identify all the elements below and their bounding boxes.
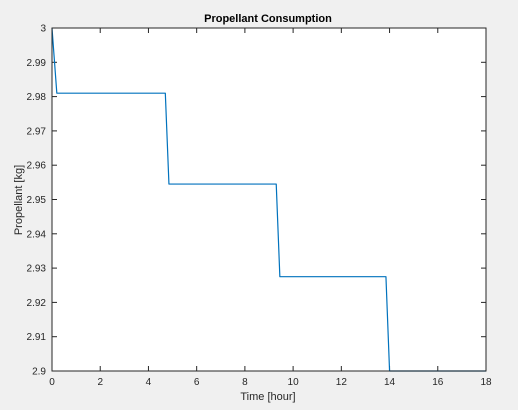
x-tick-label: 4: [146, 377, 152, 388]
x-axis-label: Time [hour]: [240, 391, 295, 403]
y-tick-label: 2.9: [32, 367, 46, 378]
y-tick-label: 2.99: [27, 58, 47, 69]
y-axis-label: Propellant [kg]: [13, 165, 25, 235]
y-tick-label: 2.91: [27, 332, 47, 343]
y-tick-label: 2.92: [27, 298, 47, 309]
x-tick-labels: 0 2 4 6 8 10 12 14 16 18: [49, 377, 492, 388]
x-tick-label: 16: [432, 377, 444, 388]
y-tick-label: 2.95: [27, 195, 47, 206]
y-tick-label: 2.93: [27, 264, 47, 275]
series-line: [51, 27, 486, 372]
x-tick-label: 10: [288, 377, 300, 388]
x-tick-label: 18: [480, 377, 492, 388]
y-tick-label: 2.97: [27, 126, 47, 137]
y-tick-label: 2.98: [27, 92, 47, 103]
chart-title: Propellant Consumption: [204, 13, 332, 25]
x-tick-label: 6: [194, 377, 200, 388]
x-tick-label: 8: [242, 377, 248, 388]
y-tick-label: 2.96: [27, 161, 47, 172]
series-layer: [51, 27, 486, 372]
y-tick-label: 2.94: [27, 229, 47, 240]
x-tick-label: 12: [336, 377, 348, 388]
y-tick-label: 3: [40, 24, 46, 35]
x-tick-label: 0: [49, 377, 55, 388]
x-tick-label: 14: [384, 377, 396, 388]
axes-area: [52, 28, 486, 371]
y-tick-labels: 2.9 2.91 2.92 2.93 2.94 2.95 2.96 2.97 2.98 2.99 3: [27, 24, 47, 378]
x-tick-label: 2: [97, 377, 103, 388]
axes-box: [51, 27, 487, 372]
